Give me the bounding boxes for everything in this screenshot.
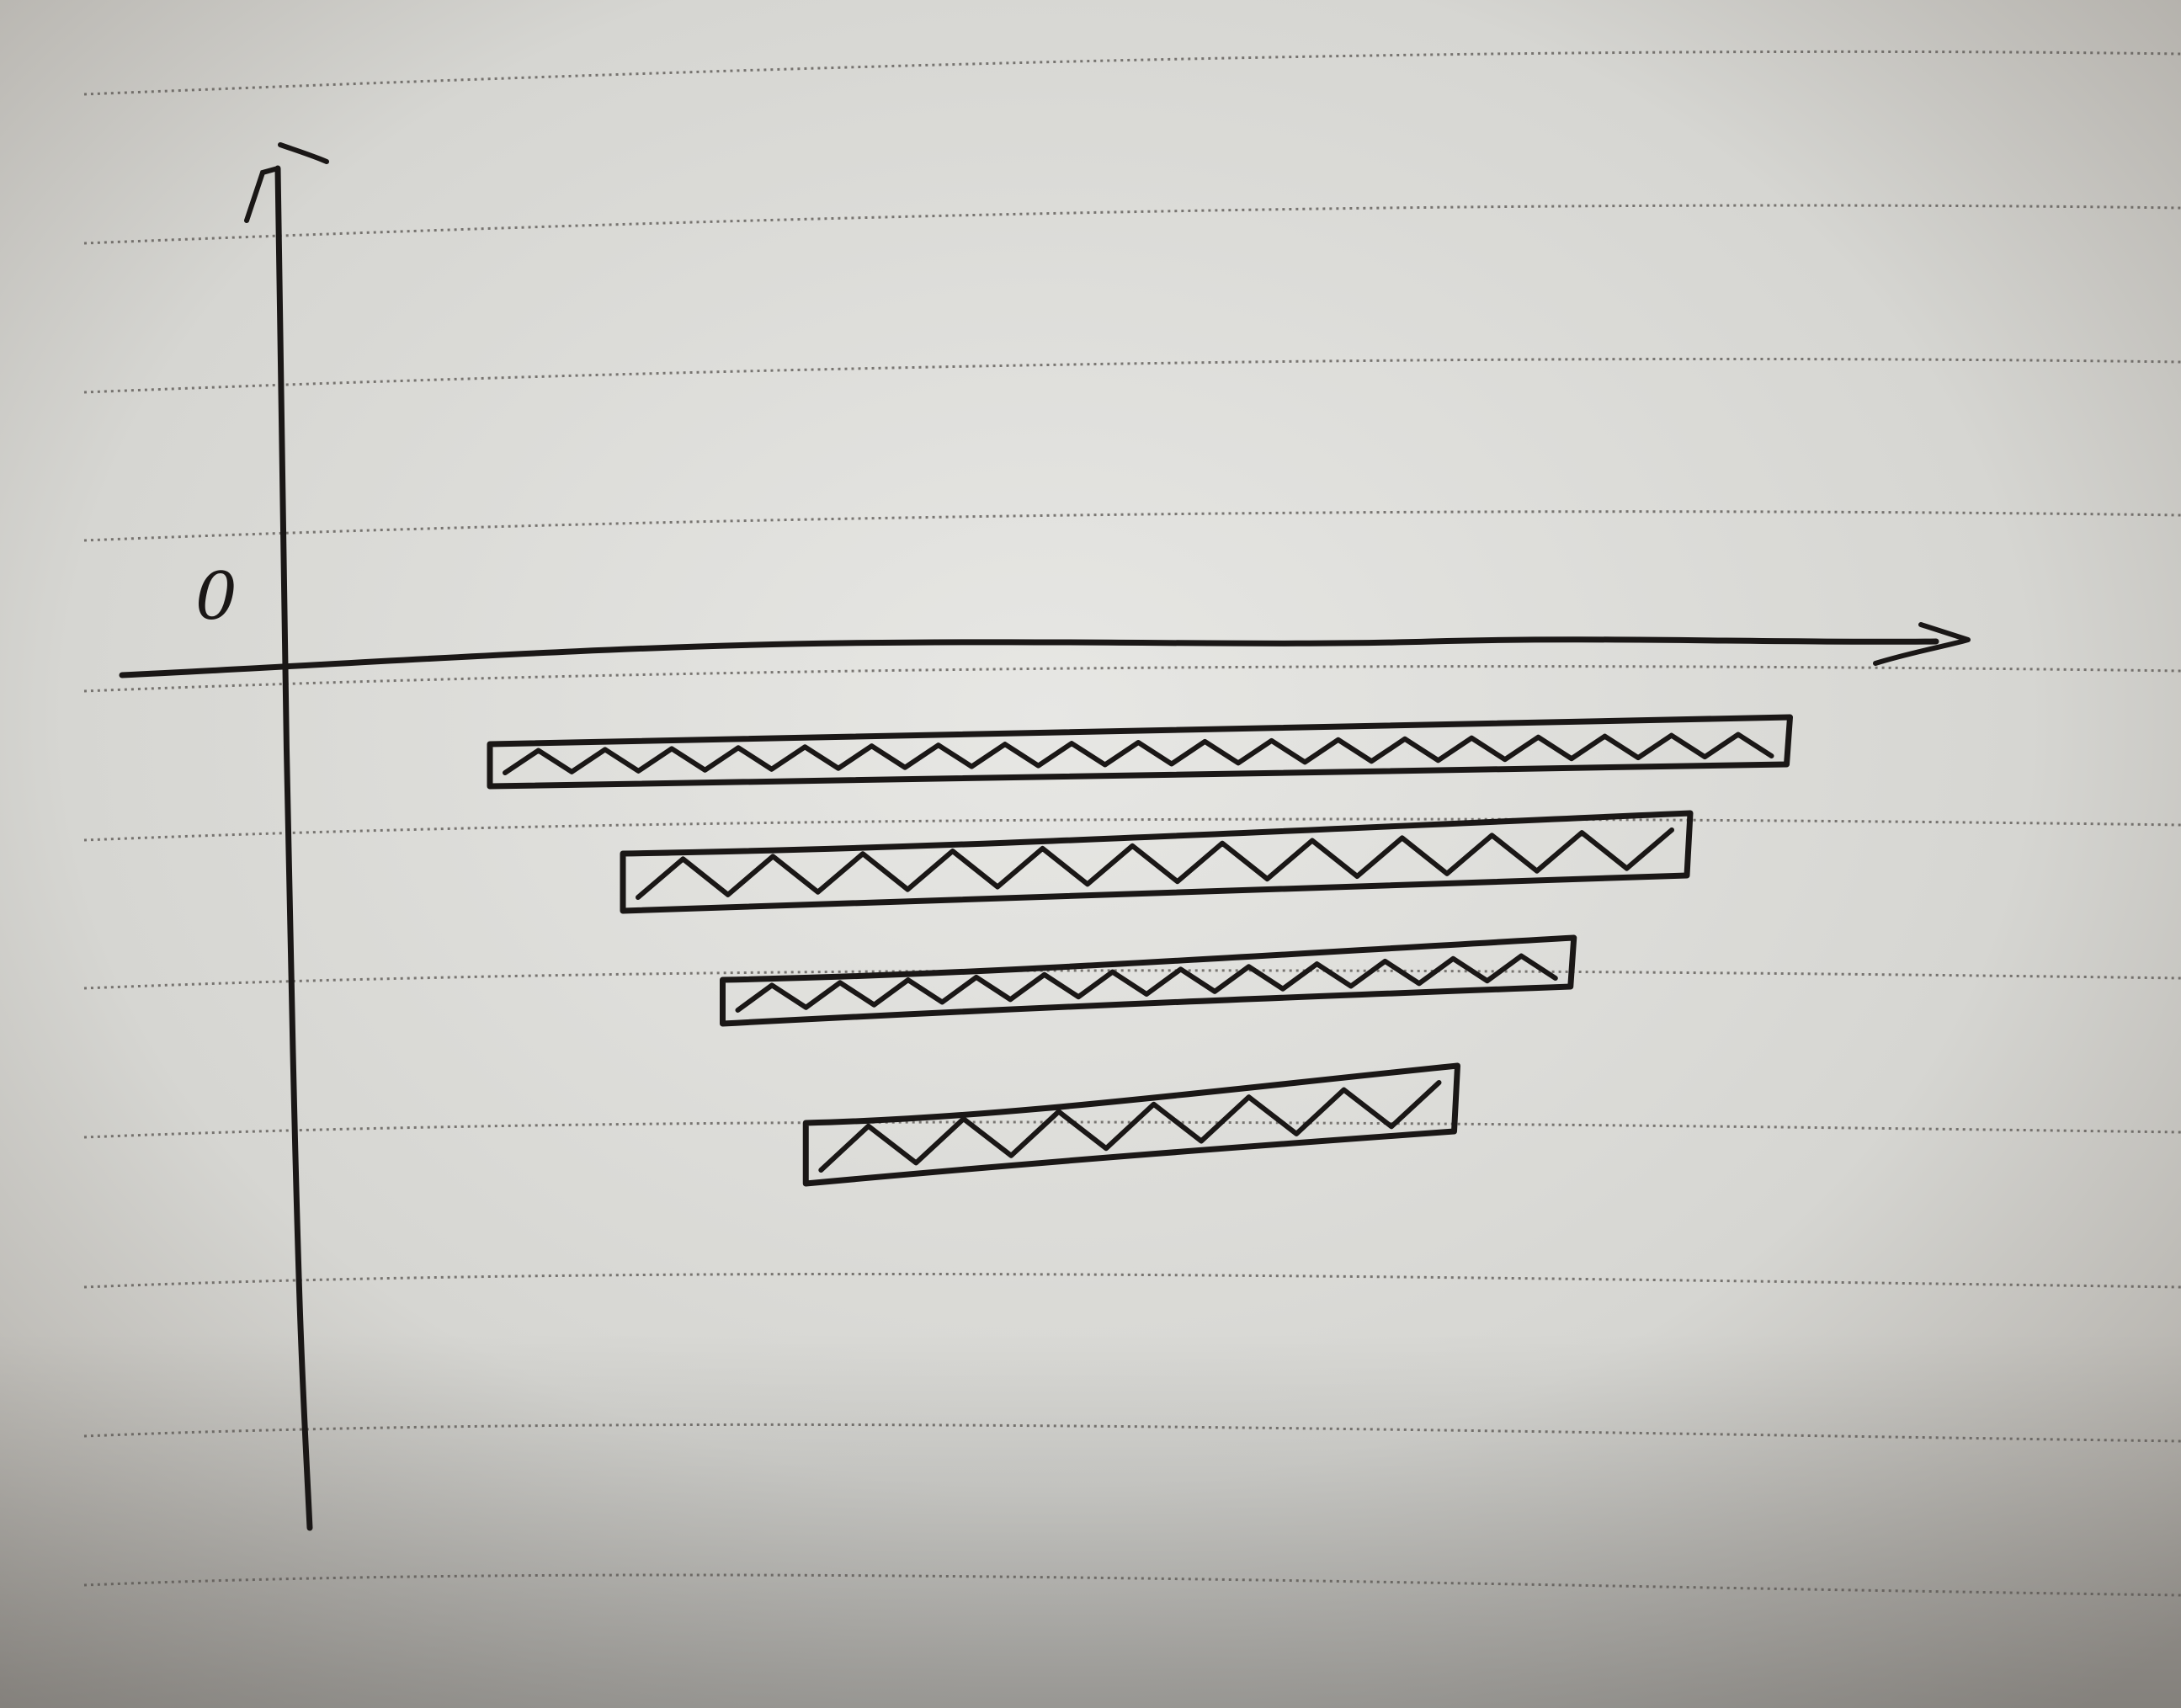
bar-4 [802, 1062, 1460, 1187]
ruled-line [83, 357, 2181, 394]
ruled-lines [83, 50, 2181, 1597]
bars [487, 714, 1793, 1187]
bar-2 [620, 810, 1694, 914]
bar-outline [487, 714, 1793, 790]
bar-hatch [636, 827, 1674, 900]
bar-outline [720, 934, 1577, 1027]
ruled-line [83, 969, 2181, 990]
ruled-line [83, 50, 2181, 96]
x-axis [119, 636, 1939, 678]
bar-hatch [735, 953, 1558, 1013]
bar-hatch [503, 732, 1774, 775]
ruled-line [83, 1120, 2181, 1139]
ruled-line [83, 510, 2181, 542]
ruled-line [83, 1573, 2181, 1597]
ruled-line [83, 204, 2181, 245]
axes: 0 [119, 142, 1971, 1531]
bar-outline [802, 1062, 1460, 1187]
y-axis [274, 165, 313, 1531]
ruled-line [83, 1423, 2181, 1443]
ruled-line [83, 1272, 2181, 1289]
y-axis-arrow-icon [244, 142, 329, 223]
ruled-line [83, 665, 2181, 693]
bar-3 [720, 934, 1577, 1027]
x-axis-arrow-icon [1873, 622, 1971, 666]
ruled-line [83, 817, 2181, 842]
bar-hatch [818, 1080, 1442, 1173]
origin-label: 0 [195, 559, 237, 635]
bar-1 [487, 714, 1793, 790]
bar-outline [620, 810, 1694, 914]
